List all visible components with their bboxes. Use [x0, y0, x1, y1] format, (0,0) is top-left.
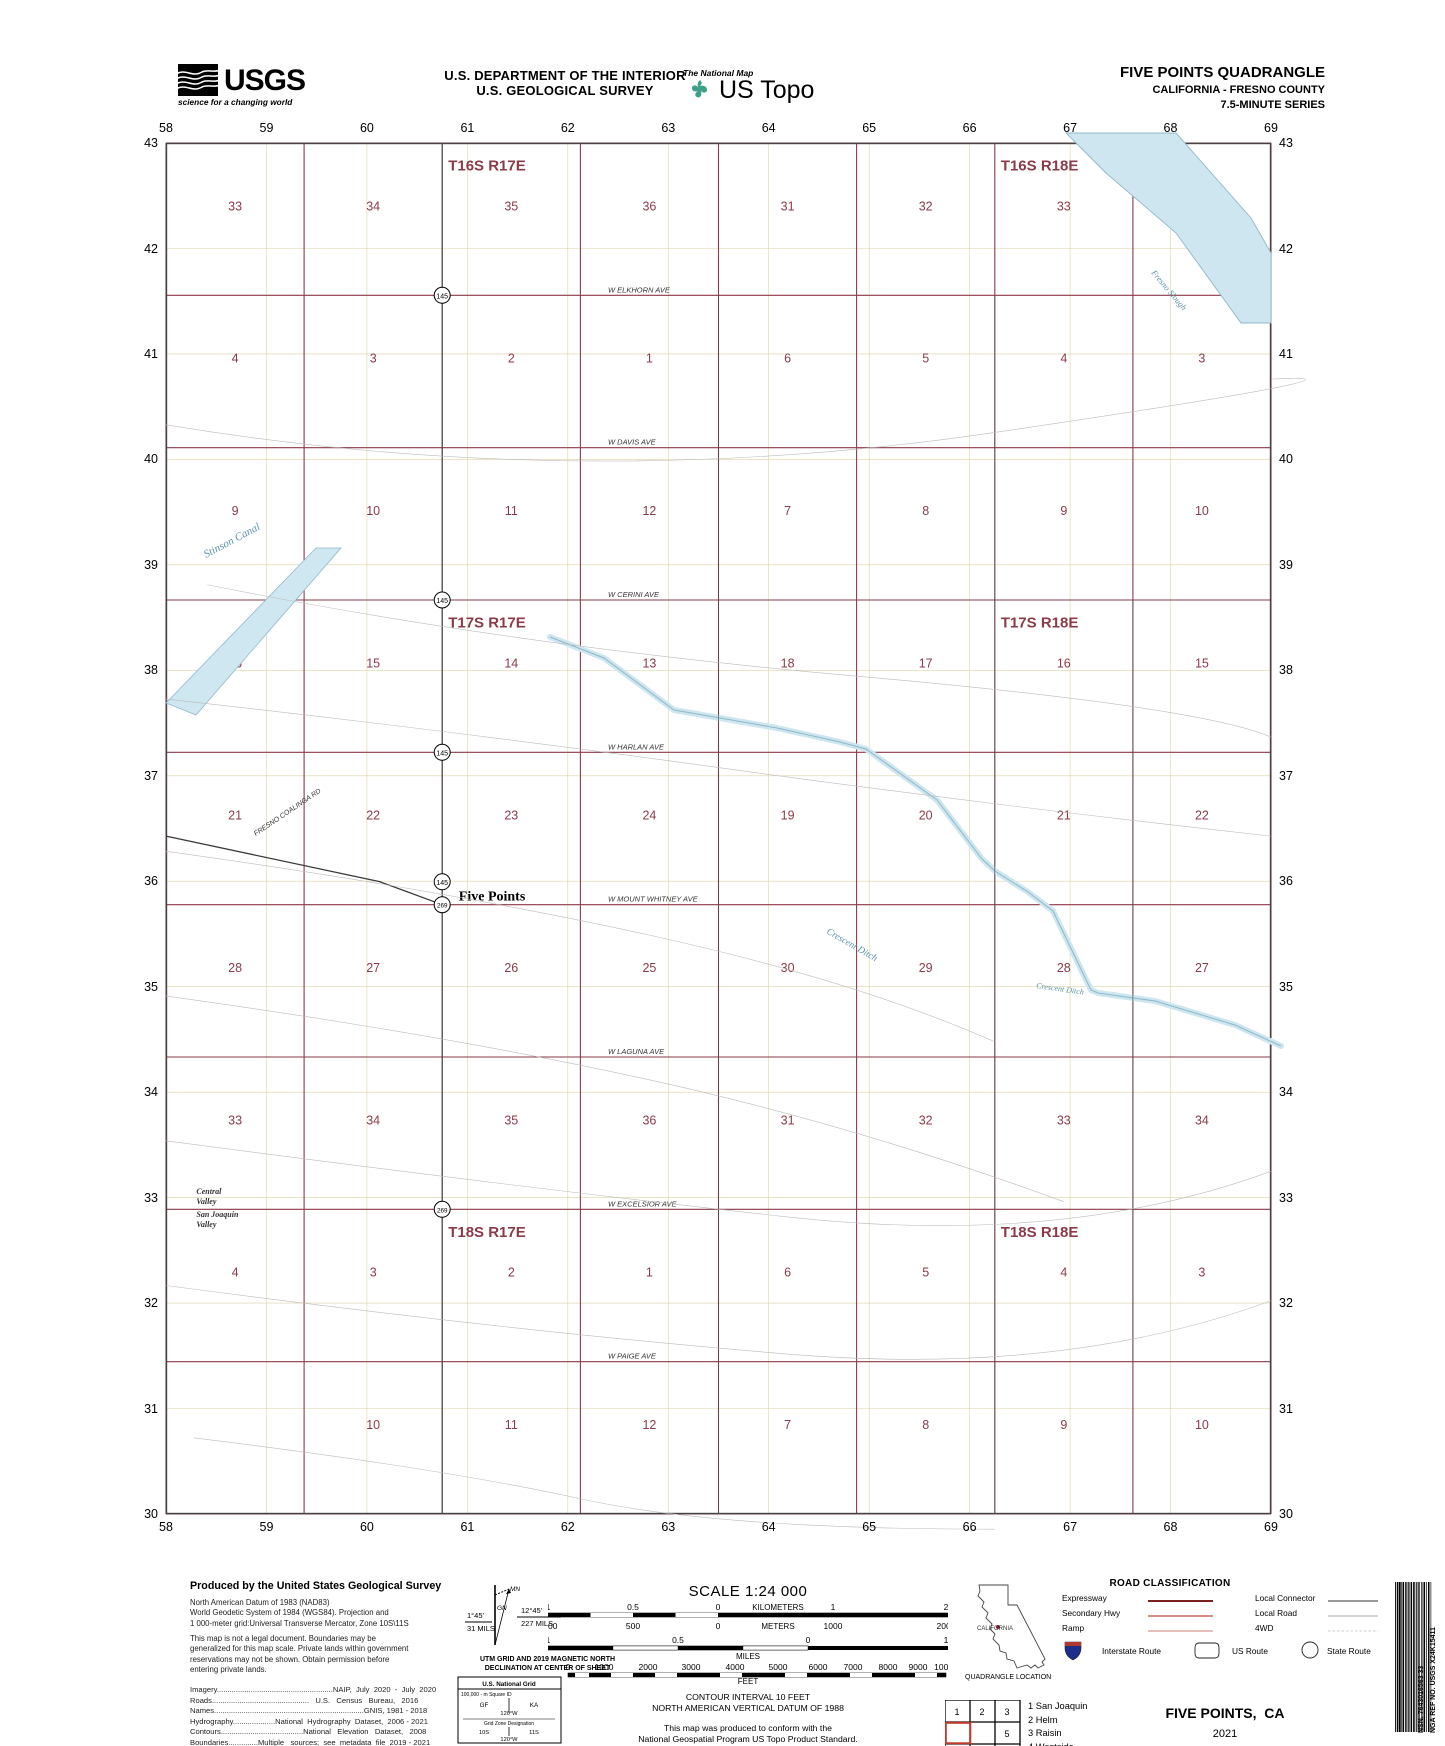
- svg-text:CALIFORNIA: CALIFORNIA: [977, 1626, 1013, 1632]
- svg-text:10S: 10S: [479, 1730, 489, 1736]
- svg-text:1: 1: [548, 1635, 551, 1645]
- svg-text:Central: Central: [196, 1187, 222, 1196]
- svg-text:KA: KA: [530, 1702, 539, 1709]
- svg-text:145: 145: [436, 750, 448, 757]
- svg-text:10000: 10000: [934, 1662, 948, 1672]
- svg-text:31 MILS: 31 MILS: [467, 1624, 495, 1633]
- svg-text:W LAGUNA AVE: W LAGUNA AVE: [608, 1047, 665, 1056]
- svg-text:U.S. National Grid: U.S. National Grid: [482, 1681, 536, 1688]
- svg-text:W DAVIS AVE: W DAVIS AVE: [608, 438, 657, 447]
- svg-text:100,000 - m Square ID: 100,000 - m Square ID: [461, 1692, 512, 1698]
- svg-text:2: 2: [979, 1707, 984, 1717]
- svg-text:1000: 1000: [824, 1621, 843, 1631]
- svg-text:145: 145: [436, 880, 448, 887]
- svg-text:Crescent Ditch: Crescent Ditch: [825, 927, 879, 964]
- svg-text:GF: GF: [480, 1702, 489, 1709]
- svg-text:W PAIGE AVE: W PAIGE AVE: [608, 1352, 657, 1361]
- svg-text:12°45': 12°45': [521, 1606, 543, 1615]
- svg-text:7000: 7000: [844, 1662, 863, 1672]
- svg-text:5000: 5000: [769, 1662, 788, 1672]
- svg-text:11S: 11S: [529, 1730, 539, 1736]
- svg-text:120°W: 120°W: [500, 1711, 518, 1717]
- svg-text:4000: 4000: [726, 1662, 745, 1672]
- svg-text:145: 145: [436, 293, 448, 300]
- svg-text:269: 269: [437, 903, 448, 910]
- svg-text:1: 1: [944, 1635, 948, 1645]
- svg-text:QUADRANGLE LOCATION: QUADRANGLE LOCATION: [965, 1674, 1051, 1681]
- svg-text:0.5: 0.5: [627, 1604, 639, 1612]
- svg-text:1: 1: [548, 1604, 551, 1612]
- svg-text:Crescent Ditch: Crescent Ditch: [1036, 981, 1085, 997]
- svg-text:KILOMETERS: KILOMETERS: [752, 1604, 804, 1612]
- svg-text:Five Points: Five Points: [459, 890, 526, 905]
- svg-text:145: 145: [436, 598, 448, 605]
- svg-text:USGS: USGS: [224, 64, 305, 97]
- svg-text:W ELKHORN AVE: W ELKHORN AVE: [608, 285, 671, 294]
- svg-text:0: 0: [716, 1621, 721, 1631]
- svg-text:269: 269: [437, 1207, 448, 1214]
- svg-text:MN: MN: [510, 1586, 520, 1593]
- svg-text:3000: 3000: [682, 1662, 701, 1672]
- svg-text:5: 5: [1004, 1729, 1009, 1739]
- svg-text:0.5: 0.5: [672, 1635, 684, 1645]
- svg-text:1000: 1000: [595, 1662, 614, 1672]
- svg-text:Fresno Slough: Fresno Slough: [1149, 267, 1189, 312]
- svg-text:1: 1: [831, 1604, 836, 1612]
- svg-text:2000: 2000: [639, 1662, 658, 1672]
- svg-text:8000: 8000: [879, 1662, 898, 1672]
- svg-text:Grid Zone Designation: Grid Zone Designation: [484, 1721, 534, 1727]
- svg-text:0: 0: [566, 1662, 571, 1672]
- svg-text:0: 0: [716, 1604, 721, 1612]
- svg-text:W MOUNT WHITNEY AVE: W MOUNT WHITNEY AVE: [608, 895, 699, 904]
- svg-text:1: 1: [954, 1707, 959, 1717]
- svg-text:MILES: MILES: [736, 1652, 760, 1661]
- svg-text:500: 500: [626, 1621, 640, 1631]
- svg-text:9000: 9000: [909, 1662, 928, 1672]
- svg-text:2000: 2000: [937, 1621, 948, 1631]
- svg-text:Valley: Valley: [196, 1220, 216, 1229]
- svg-text:W CERINI AVE: W CERINI AVE: [608, 590, 660, 599]
- svg-text:120°W: 120°W: [500, 1737, 518, 1743]
- svg-text:3: 3: [1004, 1707, 1009, 1717]
- svg-text:0: 0: [806, 1635, 811, 1645]
- svg-text:1000: 1000: [548, 1621, 558, 1631]
- svg-text:METERS: METERS: [761, 1622, 794, 1631]
- svg-text:GN: GN: [497, 1605, 507, 1612]
- svg-text:Stinson Canal: Stinson Canal: [202, 521, 262, 561]
- svg-text:1°45': 1°45': [467, 1611, 485, 1620]
- svg-text:FEET: FEET: [738, 1677, 759, 1684]
- svg-text:2: 2: [944, 1604, 948, 1612]
- svg-text:Valley: Valley: [196, 1197, 216, 1206]
- svg-text:W HARLAN AVE: W HARLAN AVE: [608, 742, 665, 751]
- svg-text:science for a changing world: science for a changing world: [178, 97, 293, 107]
- svg-text:6000: 6000: [809, 1662, 828, 1672]
- svg-text:FRESNO COALINGA RD: FRESNO COALINGA RD: [253, 788, 322, 838]
- svg-text:San Joaquin: San Joaquin: [196, 1210, 239, 1219]
